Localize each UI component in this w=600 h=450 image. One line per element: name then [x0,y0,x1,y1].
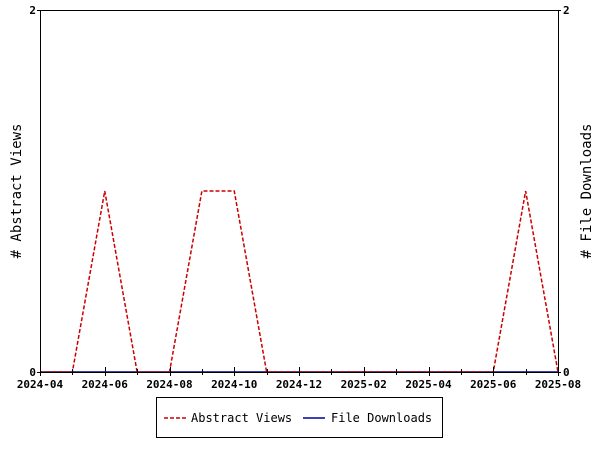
x-tick-label: 2024-10 [211,378,257,391]
y-tick-label-right: 0 [563,366,570,379]
x-tick-labels: 2024-04 2024-06 2024-08 2024-10 2024-12 2025-… [17,378,581,391]
plot-area-frame [40,10,559,373]
series-layer [40,190,559,373]
legend: Abstract Views File Downloads [156,397,443,438]
x-tick-label: 2024-08 [146,378,192,391]
y-tick-label-left: 2 [29,4,36,17]
x-tick-label: 2025-02 [341,378,387,391]
x-tick-label: 2024-04 [17,378,64,391]
legend-label-file-downloads: File Downloads [331,411,432,425]
legend-label-abstract-views: Abstract Views [191,411,292,425]
x-tick-label: 2024-06 [82,378,129,391]
x-tick-marks [40,367,559,376]
x-tick-label: 2025-04 [405,378,452,391]
x-tick-label: 2025-06 [470,378,517,391]
y-tick-labels: 0 2 0 2 [29,4,569,379]
y-tick-label-right: 2 [563,4,570,17]
y-tick-label-left: 0 [29,366,36,379]
series-line-abstract-views [40,190,559,373]
y-axis-title-right: # File Downloads [579,124,595,259]
x-tick-label: 2024-12 [276,378,322,391]
y-axis-title-left: # Abstract Views [9,124,25,259]
x-tick-label: 2025-08 [535,378,581,391]
legend-box [156,397,443,438]
